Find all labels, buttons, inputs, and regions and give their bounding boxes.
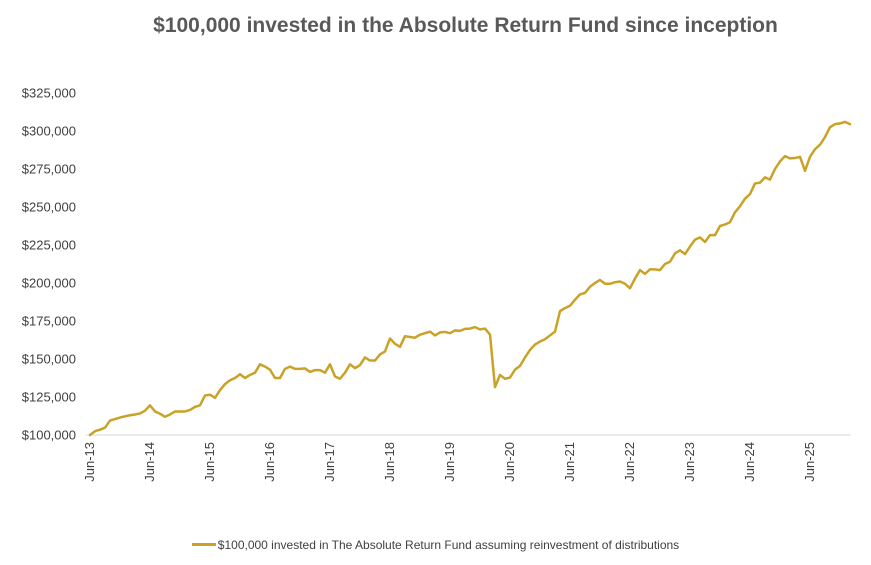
x-tick-label: Jun-25 [802, 442, 817, 482]
x-tick-label: Jun-22 [622, 442, 637, 482]
y-tick-label: $150,000 [22, 352, 76, 367]
x-tick-label: Jun-14 [142, 442, 157, 482]
x-tick-label: Jun-13 [82, 442, 97, 482]
x-axis-ticks: Jun-13 Jun-14 Jun-15 Jun-16 Jun-17 Jun-18 Jun-… [82, 442, 817, 482]
y-tick-label: $325,000 [22, 86, 76, 101]
y-tick-label: $100,000 [22, 428, 76, 443]
x-tick-label: Jun-23 [682, 442, 697, 482]
y-tick-label: $300,000 [22, 124, 76, 139]
series-line [88, 120, 852, 437]
y-tick-label: $175,000 [22, 314, 76, 329]
x-tick-label: Jun-19 [442, 442, 457, 482]
legend-label: $100,000 invested in The Absolute Return… [217, 538, 680, 552]
y-tick-label: $200,000 [22, 276, 76, 291]
y-tick-label: $250,000 [22, 200, 76, 215]
x-tick-label: Jun-17 [322, 442, 337, 482]
x-tick-label: Jun-15 [202, 442, 217, 482]
y-tick-label: $275,000 [22, 162, 76, 177]
chart-title: $100,000 invested in the Absolute Return… [153, 14, 778, 37]
legend: $100,000 invested in The Absolute Return… [0, 538, 871, 552]
x-tick-label: Jun-20 [502, 442, 517, 482]
y-axis-ticks: $100,000 $125,000 $150,000 $175,000 $200,000… [22, 86, 76, 443]
y-tick-label: $125,000 [22, 390, 76, 405]
x-tick-label: Jun-24 [742, 442, 757, 482]
y-tick-label: $225,000 [22, 238, 76, 253]
x-tick-label: Jun-21 [562, 442, 577, 482]
legend-swatch [191, 543, 216, 547]
x-tick-label: Jun-16 [262, 442, 277, 482]
x-tick-label: Jun-18 [382, 442, 397, 482]
